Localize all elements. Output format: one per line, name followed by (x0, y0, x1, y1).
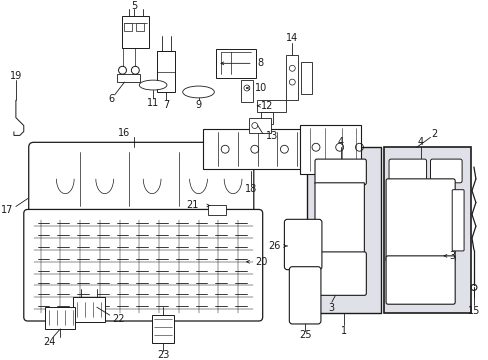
FancyBboxPatch shape (24, 210, 262, 321)
Text: 18: 18 (244, 184, 256, 194)
Bar (152, 315, 173, 343)
FancyBboxPatch shape (300, 125, 361, 174)
Bar (248, 118, 270, 134)
Bar (286, 55, 298, 100)
FancyBboxPatch shape (203, 130, 311, 169)
Text: 15: 15 (467, 306, 479, 316)
FancyBboxPatch shape (289, 267, 320, 324)
FancyBboxPatch shape (312, 252, 366, 295)
Text: 3: 3 (448, 251, 454, 261)
FancyBboxPatch shape (386, 179, 454, 262)
Text: 2: 2 (430, 130, 437, 139)
Text: 3: 3 (328, 303, 334, 313)
Ellipse shape (183, 86, 214, 98)
Bar (301, 62, 311, 94)
FancyBboxPatch shape (29, 142, 253, 216)
Bar (121, 16, 149, 48)
Text: 21: 21 (186, 201, 198, 211)
Bar (45, 307, 75, 329)
Text: 4: 4 (337, 137, 343, 147)
Bar (241, 80, 252, 102)
Text: 19: 19 (10, 71, 22, 81)
Bar (124, 23, 132, 31)
Text: 17: 17 (0, 206, 13, 215)
Text: 16: 16 (118, 129, 130, 139)
Text: 12: 12 (260, 101, 272, 111)
Text: 26: 26 (267, 241, 280, 251)
Bar (256, 100, 286, 112)
Text: 22: 22 (112, 314, 125, 324)
Bar (216, 49, 255, 78)
Bar (116, 74, 140, 82)
Text: 4: 4 (417, 137, 423, 147)
Text: 14: 14 (285, 33, 298, 43)
Text: 1: 1 (340, 326, 346, 336)
Text: 13: 13 (265, 131, 277, 141)
FancyBboxPatch shape (451, 190, 463, 251)
FancyBboxPatch shape (314, 159, 366, 185)
FancyBboxPatch shape (429, 159, 461, 183)
Text: 6: 6 (108, 94, 115, 104)
Bar (383, 147, 470, 313)
Text: 9: 9 (195, 100, 201, 110)
Text: 7: 7 (163, 100, 169, 110)
Bar (208, 206, 225, 215)
Text: 23: 23 (157, 350, 169, 360)
Bar (136, 23, 144, 31)
Text: 11: 11 (147, 98, 159, 108)
Text: 24: 24 (43, 337, 56, 347)
Text: 25: 25 (298, 330, 311, 340)
FancyBboxPatch shape (386, 256, 454, 304)
Bar (306, 147, 380, 313)
Text: 8: 8 (257, 58, 264, 68)
Text: 10: 10 (254, 83, 266, 93)
Polygon shape (314, 183, 364, 266)
FancyBboxPatch shape (388, 159, 426, 183)
Bar (260, 112, 272, 123)
Bar (73, 297, 104, 322)
Bar (157, 50, 175, 92)
FancyBboxPatch shape (284, 219, 321, 270)
Text: 5: 5 (131, 1, 137, 11)
Text: 20: 20 (254, 257, 266, 267)
Ellipse shape (139, 80, 166, 90)
